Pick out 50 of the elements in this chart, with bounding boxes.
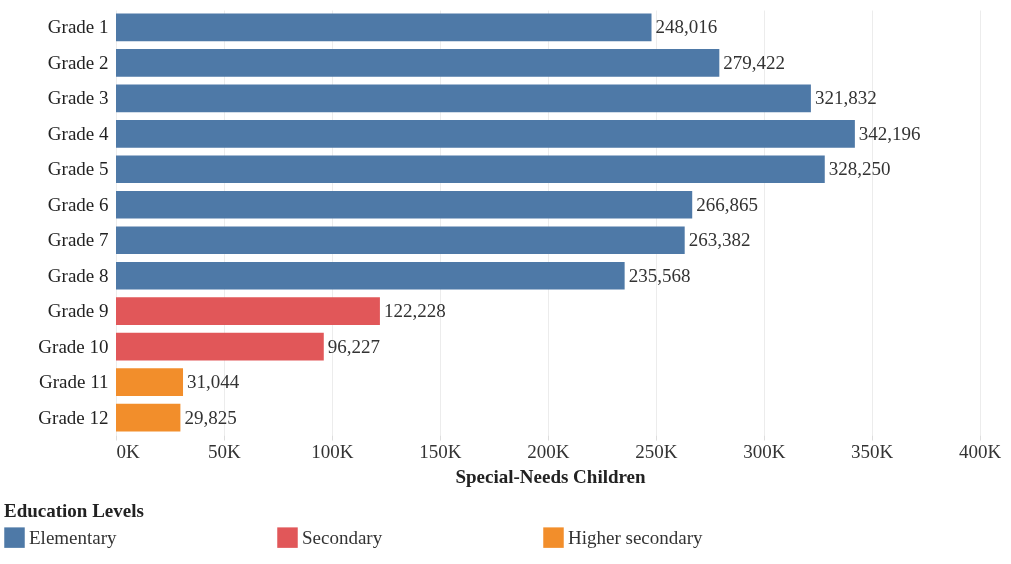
bar — [116, 155, 825, 184]
bar — [116, 403, 181, 432]
legend-label: Elementary — [29, 526, 118, 548]
data-label: 96,227 — [327, 335, 381, 357]
bar — [116, 368, 184, 396]
y-tick-label: Grade 11 — [39, 371, 109, 393]
bar — [116, 332, 324, 361]
legend-label: Higher secondary — [568, 526, 704, 548]
bar — [116, 49, 720, 77]
x-tick-label: 400K — [959, 440, 1002, 462]
x-tick-label: 150K — [419, 440, 462, 462]
bar — [116, 13, 652, 42]
y-tick-label: Grade 7 — [47, 229, 109, 251]
legend-label: Secondary — [302, 526, 383, 548]
bar — [116, 190, 693, 219]
data-label: 263,382 — [688, 229, 751, 251]
x-tick-label: 100K — [311, 440, 354, 462]
x-tick-label: 50K — [208, 440, 242, 462]
x-tick-label: 200K — [527, 440, 570, 462]
data-label: 122,228 — [383, 300, 446, 322]
data-label: 279,422 — [723, 51, 786, 73]
y-tick-label: Grade 4 — [47, 122, 109, 144]
x-tick-label: 300K — [743, 440, 786, 462]
bar — [116, 119, 855, 148]
bar — [116, 261, 625, 290]
bar — [116, 297, 380, 326]
data-label: 235,568 — [628, 264, 691, 286]
bar — [116, 84, 811, 113]
x-axis-title: Special-Needs Children — [455, 465, 647, 487]
data-label: 328,250 — [828, 158, 891, 180]
y-tick-label: Grade 2 — [47, 51, 109, 73]
data-label: 266,865 — [696, 193, 758, 215]
y-tick-label: Grade 3 — [47, 87, 109, 109]
y-tick-label: Grade 9 — [47, 300, 109, 322]
y-tick-label: Grade 12 — [38, 406, 109, 428]
data-label: 321,832 — [814, 87, 877, 109]
y-tick-label: Grade 1 — [47, 16, 109, 38]
x-tick-label: 250K — [635, 440, 678, 462]
y-tick-label: Grade 8 — [47, 264, 109, 286]
data-label: 29,825 — [184, 406, 237, 428]
y-tick-label: Grade 10 — [38, 335, 109, 357]
y-tick-label: Grade 6 — [47, 193, 109, 215]
data-label: 342,196 — [858, 122, 921, 144]
y-tick-label: Grade 5 — [47, 158, 109, 180]
data-label: 31,044 — [187, 371, 240, 393]
data-label: 248,016 — [655, 16, 718, 38]
bar — [116, 226, 685, 255]
legend-title: Education Levels — [4, 500, 144, 521]
x-tick-label: 0K — [116, 440, 140, 462]
x-tick-label: 350K — [851, 440, 894, 462]
